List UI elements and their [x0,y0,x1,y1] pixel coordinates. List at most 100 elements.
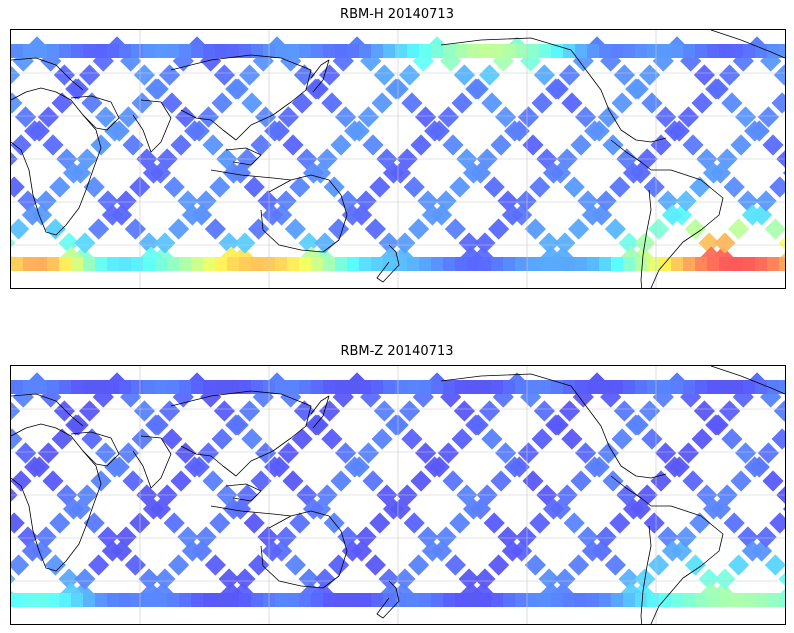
track-edge-tile [455,257,468,271]
track-swath-tile [650,470,672,492]
track-swath-tile [755,190,777,212]
track-edge-tile [143,257,156,271]
track-edge-tile [107,257,120,271]
track-edge-tile [179,44,192,58]
track-swath-tile [24,120,46,142]
track-swath-tile [567,218,590,240]
track-edge-tile [23,380,36,394]
track-swath-tile [449,176,471,198]
track-swath-tile [11,400,21,422]
track-swath-tile [611,92,633,114]
track-swath-tile [181,204,204,226]
track-edge-tile [419,380,432,394]
track-edge-tile [167,257,180,271]
track-swath-tile [691,428,713,450]
track-edge-tile [71,257,84,271]
track-edge-tile [707,257,720,271]
track-swath-tile [449,512,471,534]
track-swath-tile [661,540,684,562]
track-edge-tile [395,257,408,271]
track-swath-tile [769,176,785,198]
track-swath-tile [407,218,430,240]
track-swath-tile [250,470,272,492]
track-swath-tile [734,442,757,464]
track-edge-tile [23,593,36,607]
track-swath-tile [11,176,25,198]
track-swath-tile [675,526,697,548]
track-edge-tile [695,257,708,271]
track-swath-tile [474,568,496,590]
track-edge-tile [383,593,396,607]
track-edge-tile [779,380,785,394]
track-edge-tile [155,257,168,271]
track-swath-tile [677,106,700,128]
track-swath-tile [558,400,581,422]
track-edge-tile [179,593,192,607]
track-edge-tile [527,380,540,394]
track-swath-tile [378,568,400,590]
track-swath-tile [689,176,711,198]
track-edge-tile [443,257,456,271]
track-edge-tile [779,257,785,271]
track-swath-tile [11,134,32,156]
track-edge-tile [383,380,396,394]
track-edge-tile [155,380,168,394]
track-swath-tile [721,428,743,450]
track-edge-tile [539,593,552,607]
track-edge-tile [743,44,756,58]
track-edge-tile [35,44,48,58]
track-swath-tile [723,176,745,198]
track-edge-tile [431,593,444,607]
track-swath-tile [58,568,80,590]
track-edge-tile [395,44,408,58]
track-swath-tile [53,64,76,86]
track-swath-tile [35,526,57,548]
track-edge-tile [539,44,552,58]
track-swath-tile [531,428,553,450]
coastline [710,30,785,59]
track-swath-tile [574,106,597,128]
track-swath-tile [764,218,785,240]
track-swath-tile [298,568,320,590]
track-swath-tile [284,218,307,240]
track-swath-tile [611,428,633,450]
coastline [210,505,292,517]
track-edge-tile [71,380,84,394]
track-edge-tile [767,593,780,607]
track-swath-tile [124,554,147,576]
coastline [170,390,312,477]
track-edge-tile [575,380,588,394]
track-swath-tile [682,134,704,156]
track-swath-tile [222,162,245,184]
coastline [640,169,724,288]
track-edge-tile [179,380,192,394]
track-edge-tile [275,257,288,271]
track-swath-tile [78,64,101,86]
track-swath-tile [435,526,457,548]
track-swath-tile [597,106,620,128]
track-edge-tile [467,257,480,271]
track-edge-tile [743,593,756,607]
track-edge-tile [71,44,84,58]
track-swath-tile [675,190,697,212]
coastline [132,435,172,489]
track-edge-tile [179,257,192,271]
track-edge-tile [335,380,348,394]
track-edge-tile [251,593,264,607]
track-swath-tile [714,232,736,254]
coastline [225,483,262,502]
track-edge-tile [359,593,372,607]
track-edge-tile [695,380,708,394]
track-swath-tile [647,554,670,576]
track-swath-tile [444,554,467,576]
track-edge-tile [587,257,600,271]
track-swath-tile [407,554,430,576]
track-edge-tile [539,257,552,271]
track-swath-tile [282,470,304,492]
track-swath-tile [647,218,670,240]
track-swath-tile [574,442,597,464]
track-edge-tile [635,257,648,271]
track-swath-tile [718,64,741,86]
coastline [11,393,84,427]
track-edge-tile [119,257,132,271]
